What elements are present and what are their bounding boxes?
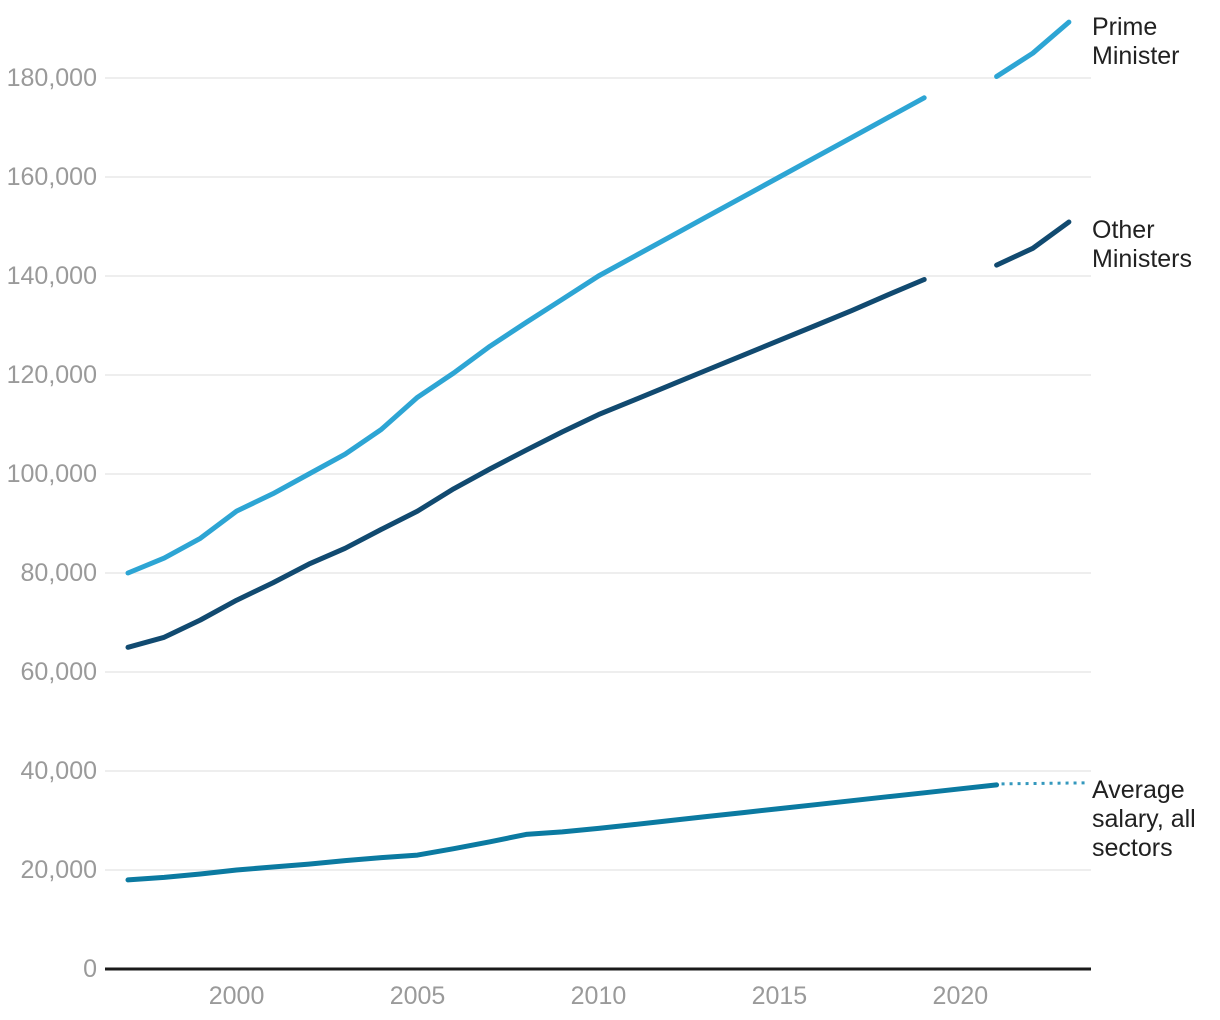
y-tick-label: 80,000 xyxy=(20,559,97,587)
series-label-prime-minister: Prime Minister xyxy=(1092,13,1220,71)
series-label-line: Minister xyxy=(1092,42,1180,70)
x-tick-label: 2005 xyxy=(389,982,446,1010)
x-tick-label: 2000 xyxy=(208,982,265,1010)
y-tick-label: 100,000 xyxy=(6,460,97,488)
series-label-line: salary, all xyxy=(1092,805,1196,833)
series-label-line: sectors xyxy=(1092,834,1173,862)
y-tick-label: 120,000 xyxy=(6,361,97,389)
y-tick-label: 0 xyxy=(83,955,97,983)
y-tick-label: 140,000 xyxy=(6,262,97,290)
series-line-average_salary xyxy=(125,782,1000,883)
series-line-other_ministers xyxy=(994,219,1072,268)
y-tick-label: 20,000 xyxy=(20,856,97,884)
dotted-leader-line xyxy=(1001,781,1086,786)
series-label-line: Other xyxy=(1092,216,1155,244)
series-label-line: Ministers xyxy=(1092,245,1193,273)
x-tick-label: 2020 xyxy=(932,982,989,1010)
series-label-line: Average xyxy=(1092,776,1185,804)
series-label-line: Prime xyxy=(1092,13,1158,41)
series-label-other-ministers: Other Ministers xyxy=(1092,216,1220,274)
x-tick-label: 2010 xyxy=(570,982,627,1010)
y-tick-label: 60,000 xyxy=(20,658,97,686)
series-line-prime_minister xyxy=(125,95,927,576)
series-line-other_ministers xyxy=(125,277,927,650)
y-tick-label: 180,000 xyxy=(6,64,97,92)
y-tick-label: 160,000 xyxy=(6,163,97,191)
series-line-prime_minister xyxy=(994,19,1072,79)
series-label-average-salary: Average salary, all sectors xyxy=(1092,776,1220,863)
x-tick-label: 2015 xyxy=(751,982,808,1010)
y-tick-label: 40,000 xyxy=(20,757,97,785)
